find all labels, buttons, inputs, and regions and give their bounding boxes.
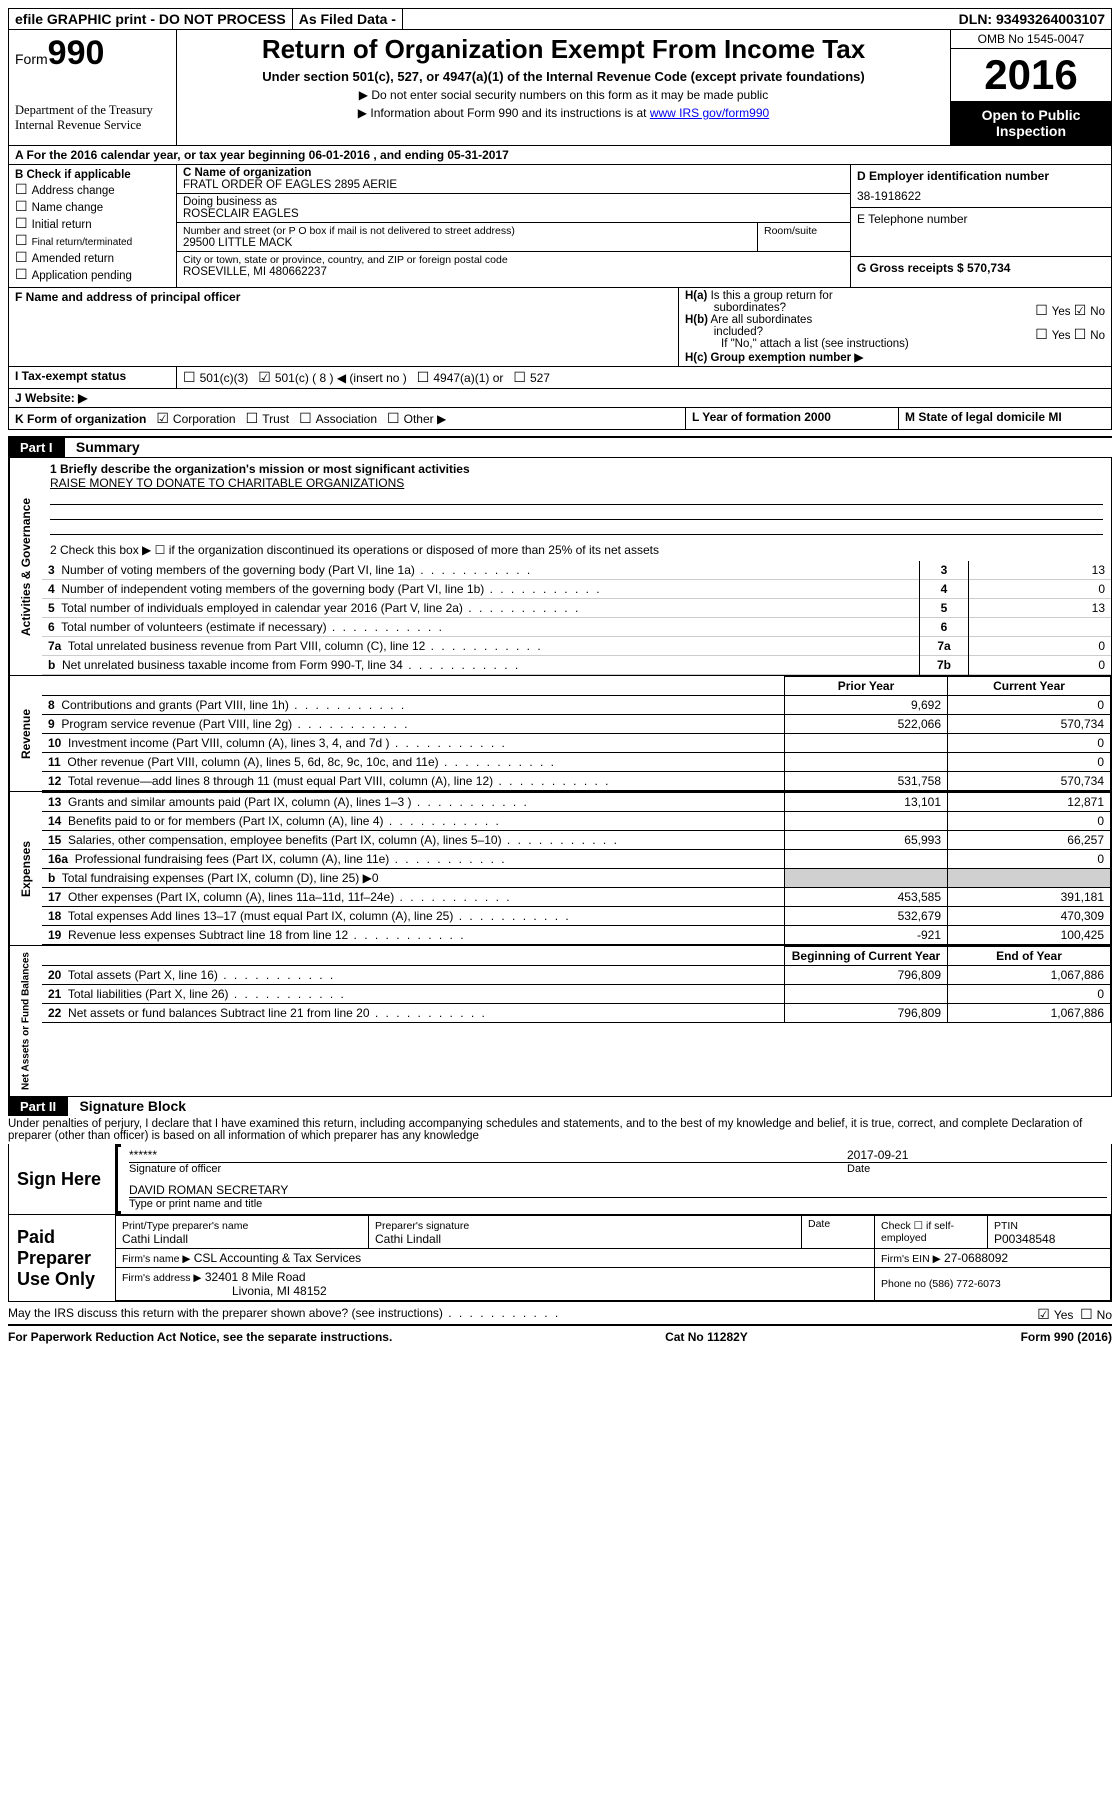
gov-table: 3 Number of voting members of the govern…	[42, 561, 1111, 675]
sign-here: Sign Here	[9, 1144, 115, 1214]
chk-amended[interactable]: Amended return	[15, 249, 170, 266]
dept: Department of the Treasury Internal Reve…	[15, 103, 170, 133]
section-b: B Check if applicable Address change Nam…	[9, 165, 177, 287]
tax-year: 2016	[951, 49, 1111, 101]
year-formation: L Year of formation 2000	[692, 410, 831, 424]
dba: ROSECLAIR EAGLES	[183, 208, 299, 220]
discuss-no[interactable]: No	[1080, 1308, 1112, 1322]
rev-table: Prior Year Current Year 8 Contributions …	[42, 676, 1111, 791]
chk-501c3[interactable]: 501(c)(3)	[183, 371, 248, 385]
chk-address[interactable]: Address change	[15, 181, 170, 198]
topbar: efile GRAPHIC print - DO NOT PROCESS As …	[8, 8, 1112, 30]
preparer-table: Print/Type preparer's nameCathi Lindall …	[115, 1215, 1111, 1301]
section-h: H(a) Is this a group return for subordin…	[679, 288, 1111, 366]
officer-name: DAVID ROMAN SECRETARY	[129, 1183, 1107, 1197]
part1-header: Part I Summary	[8, 438, 1112, 457]
subtitle: Under section 501(c), 527, or 4947(a)(1)…	[187, 69, 940, 84]
signature-block: Sign Here ****** Signature of officer 20…	[8, 1144, 1112, 1302]
perjury: Under penalties of perjury, I declare th…	[8, 1116, 1112, 1144]
form-number: Form990	[15, 34, 170, 73]
chk-pending[interactable]: Application pending	[15, 266, 170, 283]
mission: RAISE MONEY TO DONATE TO CHARITABLE ORGA…	[50, 476, 404, 490]
sig-stars: ******	[129, 1148, 847, 1162]
chk-final[interactable]: Final return/terminated	[15, 232, 170, 249]
chk-name[interactable]: Name change	[15, 198, 170, 215]
section-d: D Employer identification number38-19186…	[851, 165, 1111, 208]
part2-header: Part II Signature Block	[8, 1097, 1112, 1116]
revenue-block: Revenue Prior Year Current Year 8 Contri…	[8, 676, 1112, 792]
chk-4947[interactable]: 4947(a)(1) or	[417, 371, 504, 385]
chk-527[interactable]: 527	[513, 371, 550, 385]
line-a: A For the 2016 calendar year, or tax yea…	[8, 146, 1112, 165]
asfiled: As Filed Data -	[293, 9, 403, 29]
line-j: J Website: ▶	[8, 389, 1112, 408]
label-governance: Activities & Governance	[9, 458, 42, 675]
city: ROSEVILLE, MI 480662237	[183, 266, 327, 278]
section-e: E Telephone number	[851, 208, 1111, 257]
form-title: Return of Organization Exempt From Incom…	[187, 34, 940, 65]
note1: ▶ Do not enter social security numbers o…	[187, 88, 940, 102]
fh-row: F Name and address of principal officer …	[8, 288, 1112, 367]
chk-trust[interactable]: Trust	[246, 412, 289, 426]
netassets-block: Net Assets or Fund Balances Beginning of…	[8, 946, 1112, 1097]
chk-other[interactable]: Other ▶	[387, 412, 446, 426]
identity-block: B Check if applicable Address change Nam…	[8, 165, 1112, 288]
org-name: FRATL ORDER OF EAGLES 2895 AERIE	[183, 179, 397, 191]
public-inspection: Open to Public Inspection	[951, 101, 1111, 145]
sig-date: 2017-09-21	[847, 1148, 1107, 1162]
section-g: G Gross receipts $ 570,734	[851, 257, 1111, 279]
line-i: I Tax-exempt status 501(c)(3) 501(c) ( 8…	[8, 367, 1112, 389]
label-netassets: Net Assets or Fund Balances	[9, 946, 42, 1096]
chk-assoc[interactable]: Association	[299, 412, 377, 426]
efile-notice: efile GRAPHIC print - DO NOT PROCESS	[9, 9, 293, 29]
state-domicile: M State of legal domicile MI	[905, 410, 1062, 424]
chk-501c[interactable]: 501(c) ( 8 ) ◀ (insert no )	[258, 371, 407, 385]
label-revenue: Revenue	[9, 676, 42, 791]
note2: ▶ Information about Form 990 and its ins…	[187, 106, 940, 120]
discuss-row: May the IRS discuss this return with the…	[8, 1302, 1112, 1324]
dln: DLN: 93493264003107	[953, 9, 1111, 29]
net-table: Beginning of Current Year End of Year 20…	[42, 946, 1111, 1023]
omb: OMB No 1545-0047	[951, 30, 1111, 49]
expense-block: Expenses 13 Grants and similar amounts p…	[8, 792, 1112, 946]
label-expenses: Expenses	[9, 792, 42, 945]
line-klm: K Form of organization Corporation Trust…	[8, 408, 1112, 430]
chk-corp[interactable]: Corporation	[156, 412, 235, 426]
line-2: 2 Check this box ▶ ☐ if the organization…	[42, 539, 1111, 561]
section-c: C Name of organizationFRATL ORDER OF EAG…	[177, 165, 850, 287]
section-f: F Name and address of principal officer	[9, 288, 679, 366]
form-header: Form990 Department of the Treasury Inter…	[8, 30, 1112, 146]
governance-block: Activities & Governance 1 Briefly descri…	[8, 457, 1112, 676]
ein: 38-1918622	[857, 189, 1105, 203]
discuss-yes[interactable]: Yes	[1037, 1308, 1073, 1322]
street: 29500 LITTLE MACK	[183, 237, 292, 249]
paid-preparer: Paid Preparer Use Only	[9, 1215, 115, 1301]
footer: For Paperwork Reduction Act Notice, see …	[8, 1326, 1112, 1344]
chk-initial[interactable]: Initial return	[15, 215, 170, 232]
irs-link[interactable]: www IRS gov/form990	[650, 106, 769, 120]
exp-table: 13 Grants and similar amounts paid (Part…	[42, 792, 1111, 945]
